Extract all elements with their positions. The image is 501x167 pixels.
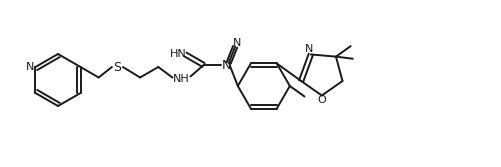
- Text: N: N: [221, 58, 231, 71]
- Text: NH: NH: [173, 73, 189, 84]
- Text: HN: HN: [170, 48, 186, 58]
- Text: N: N: [232, 38, 241, 48]
- Text: N: N: [26, 62, 35, 72]
- Text: N: N: [304, 44, 313, 54]
- Text: S: S: [113, 60, 121, 73]
- Text: O: O: [317, 96, 326, 106]
